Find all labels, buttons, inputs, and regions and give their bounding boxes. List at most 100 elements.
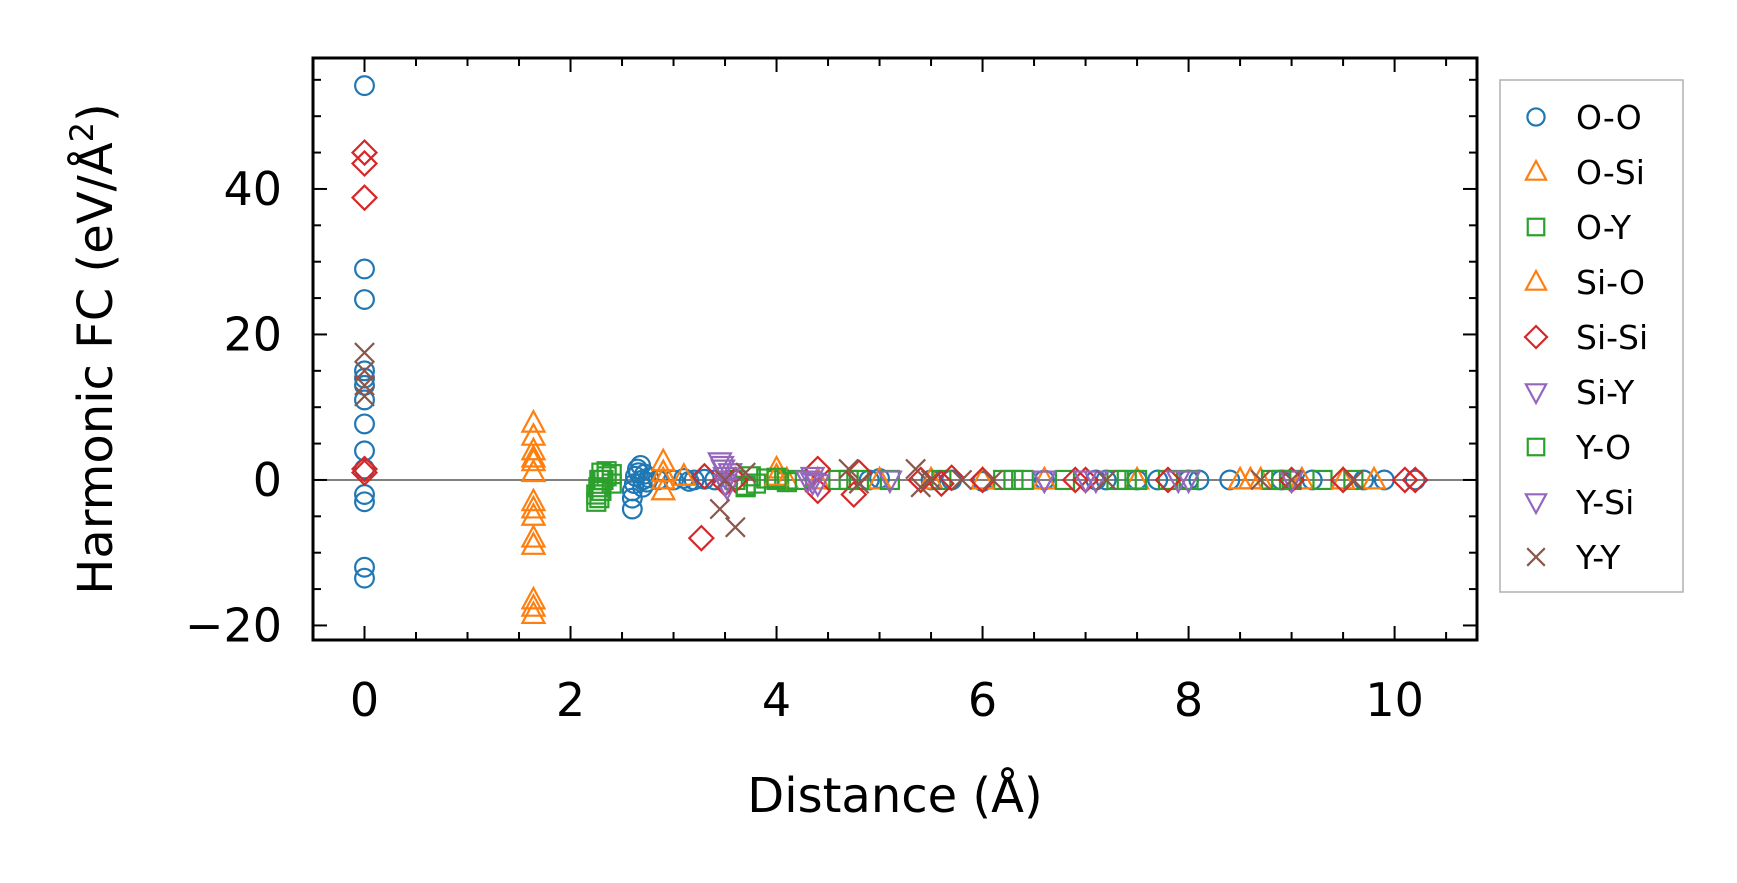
data-point [1175,470,1202,495]
x-tick-label: 2 [556,673,585,727]
data-point [520,531,547,555]
data-point [596,461,617,482]
data-point [350,149,379,178]
x-tick-label: 8 [1174,673,1203,727]
legend-label: O-Y [1576,208,1632,247]
y-axis-label-superscript: 2 [63,122,101,142]
data-point [714,469,736,491]
data-point [724,516,746,538]
data-point [354,367,375,389]
series-y-o [589,461,1292,509]
legend-marker [1524,158,1548,181]
x-axis-label: Distance (Å) [747,767,1042,824]
data-point [920,469,942,491]
data-point [1116,469,1137,491]
y-tick-label: 20 [223,307,282,361]
data-point [907,466,935,494]
data-point [1147,469,1169,491]
data-point [1361,465,1387,490]
x-tick-label: 0 [350,673,379,727]
data-point [354,567,375,589]
data-point [1003,469,1024,491]
data-point [350,455,379,483]
data-point [828,469,849,491]
data-point [350,184,379,212]
legend-marker [1524,383,1548,406]
data-point [354,258,375,280]
data-point [354,75,375,97]
data-point [951,469,973,491]
data-point [1329,466,1357,494]
data-point [520,600,547,625]
data-point [634,463,656,485]
legend: O-O O-Si O-Y Si-O Si-Si Si-Y Y-O Y-Si Y-Y [1499,79,1684,593]
x-tick-label: 4 [762,673,791,727]
data-point [591,480,612,501]
data-point [520,447,547,472]
data-point [354,389,375,411]
data-point [1095,469,1117,491]
series-o-o [354,75,1426,589]
legend-label: O-O [1576,98,1642,137]
data-point [866,465,893,490]
data-point [354,385,375,407]
legend-box [1499,79,1684,593]
data-point [1061,466,1089,494]
y-tick-label: 0 [253,453,282,507]
data-point [350,459,379,487]
legend-marker [1524,268,1548,291]
legend-marker [1526,107,1546,127]
data-point [799,472,826,497]
data-point [520,585,547,610]
data-point [910,476,932,498]
data-point [354,360,375,382]
legend-marker [1526,547,1546,567]
legend-marker [1524,493,1548,516]
data-point [1031,470,1058,495]
data-point [848,473,870,494]
data-point [1330,465,1356,490]
data-point [969,465,996,490]
data-point [520,443,547,468]
data-point [969,466,997,494]
series-y-y [354,342,1364,538]
data-point [1343,469,1364,491]
data-point [938,464,966,492]
data-point [776,472,797,493]
data-point [520,408,547,433]
legend-label: Y-Y [1575,538,1621,577]
data-point [683,469,705,491]
data-point [354,556,375,578]
legend-marker [1523,324,1549,350]
data-point [586,484,607,505]
data-point [1154,466,1182,494]
series-si-o [520,421,1356,617]
data-point [670,462,697,486]
data-point [1237,465,1264,490]
y-axis-label-main: Harmonic FC (eV/Å [67,142,124,595]
data-point [1250,469,1272,491]
data-point [794,470,821,495]
data-point [350,139,379,167]
data-point [804,474,831,498]
data-point [1013,469,1034,491]
data-point [354,289,375,310]
data-point [766,467,787,488]
legend-label: Si-Si [1576,318,1648,357]
data-point [1126,469,1148,491]
data-point [354,491,375,513]
data-point [709,455,735,480]
data-point [520,592,547,617]
data-point [1031,465,1058,490]
legend-marker [1526,437,1546,457]
series-si-si [350,139,1429,552]
data-point [520,502,547,526]
data-point [354,374,375,396]
data-point [520,458,547,483]
data-point [840,480,868,509]
legend-label: Y-Si [1575,483,1634,522]
data-point [804,465,831,490]
data-point [520,494,547,519]
data-point [735,475,756,496]
